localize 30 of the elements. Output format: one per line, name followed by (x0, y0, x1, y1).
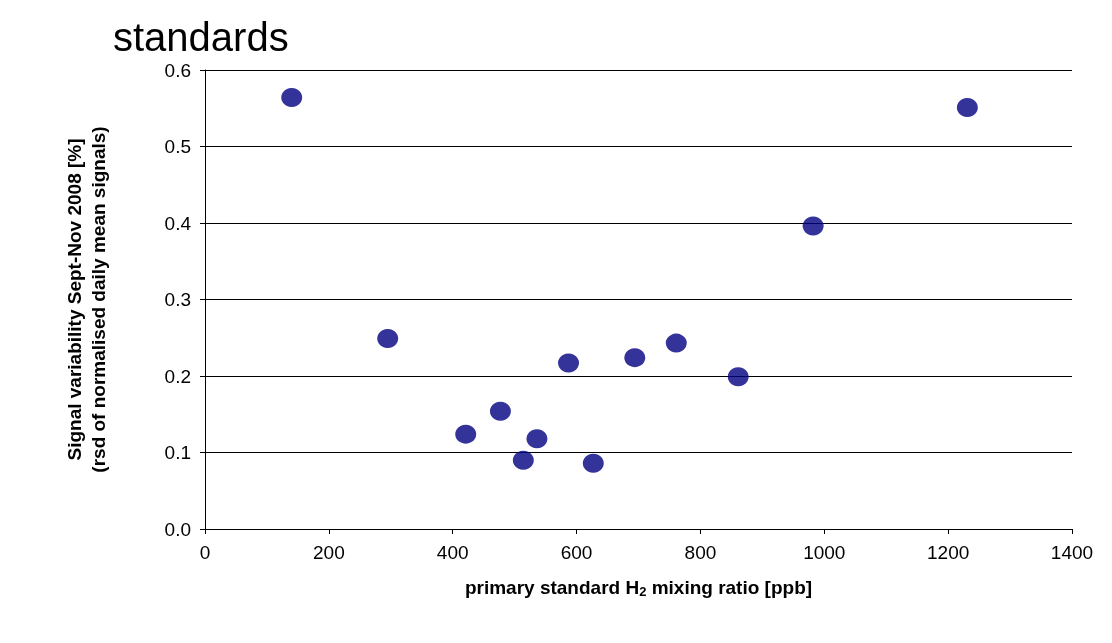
point (956, 97, 978, 117)
y-tick-label: 0.2 (164, 365, 191, 387)
x-tick-label: 800 (684, 542, 717, 563)
x-tick-label: 1200 (927, 542, 970, 563)
y-tick-label: 0.0 (164, 518, 191, 540)
point (558, 353, 580, 373)
y-tick-label: 0.3 (164, 289, 191, 310)
point (489, 401, 511, 421)
point (512, 450, 534, 470)
y-tick-label: 0.1 (164, 442, 191, 463)
x-tick-label: 1000 (803, 542, 846, 563)
point (455, 424, 477, 444)
x-tick-label: 200 (313, 542, 345, 563)
point (624, 348, 646, 368)
point (582, 453, 604, 473)
y-tick-label: 0.6 (164, 59, 191, 81)
y-tick-label: 0.4 (164, 212, 192, 234)
x-tick-label: 0 (199, 542, 211, 563)
x-tick-label: 1400 (1050, 542, 1094, 563)
point (665, 333, 687, 353)
point (802, 216, 824, 236)
x-tick-label: 600 (560, 542, 593, 563)
point (377, 329, 399, 349)
chart-title: standards (113, 15, 289, 59)
y-tick-label: 0.5 (164, 136, 191, 157)
point (526, 429, 548, 449)
point (281, 88, 303, 108)
y-axis-title: Signal variability Sept-Nov 2008 [%] (rsd of normalised daily mean signals) (63, 126, 109, 473)
point (727, 367, 749, 387)
x-tick-label: 400 (436, 542, 469, 563)
